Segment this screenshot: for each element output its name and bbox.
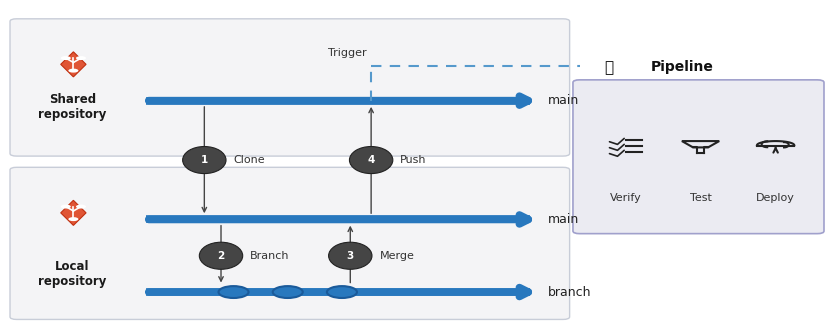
Circle shape: [76, 205, 86, 209]
Text: Trigger: Trigger: [329, 48, 367, 58]
Text: Verify: Verify: [610, 193, 641, 203]
Text: Clone: Clone: [234, 155, 265, 165]
Ellipse shape: [183, 147, 226, 174]
Circle shape: [273, 286, 303, 298]
Text: 3: 3: [347, 251, 354, 261]
Ellipse shape: [349, 147, 393, 174]
Text: Shared
repository: Shared repository: [38, 93, 107, 121]
Text: 2: 2: [218, 251, 224, 261]
Ellipse shape: [199, 242, 243, 269]
Circle shape: [61, 205, 71, 209]
Text: Local
repository: Local repository: [38, 260, 107, 288]
Ellipse shape: [329, 242, 372, 269]
FancyBboxPatch shape: [10, 167, 570, 319]
FancyBboxPatch shape: [573, 80, 824, 234]
Text: main: main: [548, 213, 579, 226]
Circle shape: [327, 286, 357, 298]
Text: branch: branch: [548, 285, 591, 299]
Circle shape: [68, 69, 78, 73]
Text: Test: Test: [690, 193, 711, 203]
Text: 1: 1: [201, 155, 208, 165]
Polygon shape: [61, 52, 86, 77]
Text: Deploy: Deploy: [756, 193, 795, 203]
Circle shape: [68, 217, 78, 221]
Text: 4: 4: [368, 155, 374, 165]
Text: main: main: [548, 94, 579, 107]
FancyBboxPatch shape: [10, 19, 570, 156]
Circle shape: [219, 286, 249, 298]
Text: 🚀: 🚀: [605, 60, 613, 75]
Circle shape: [61, 56, 71, 60]
Text: Merge: Merge: [379, 251, 414, 261]
Text: Pipeline: Pipeline: [651, 60, 713, 74]
Text: Push: Push: [400, 155, 427, 165]
Polygon shape: [61, 200, 86, 225]
Circle shape: [76, 56, 86, 60]
Text: Branch: Branch: [250, 251, 289, 261]
